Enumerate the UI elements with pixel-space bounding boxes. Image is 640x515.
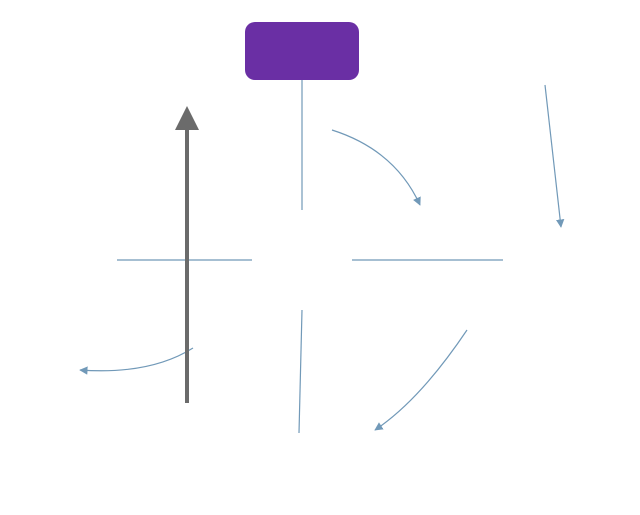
node-scheduler (245, 22, 359, 80)
